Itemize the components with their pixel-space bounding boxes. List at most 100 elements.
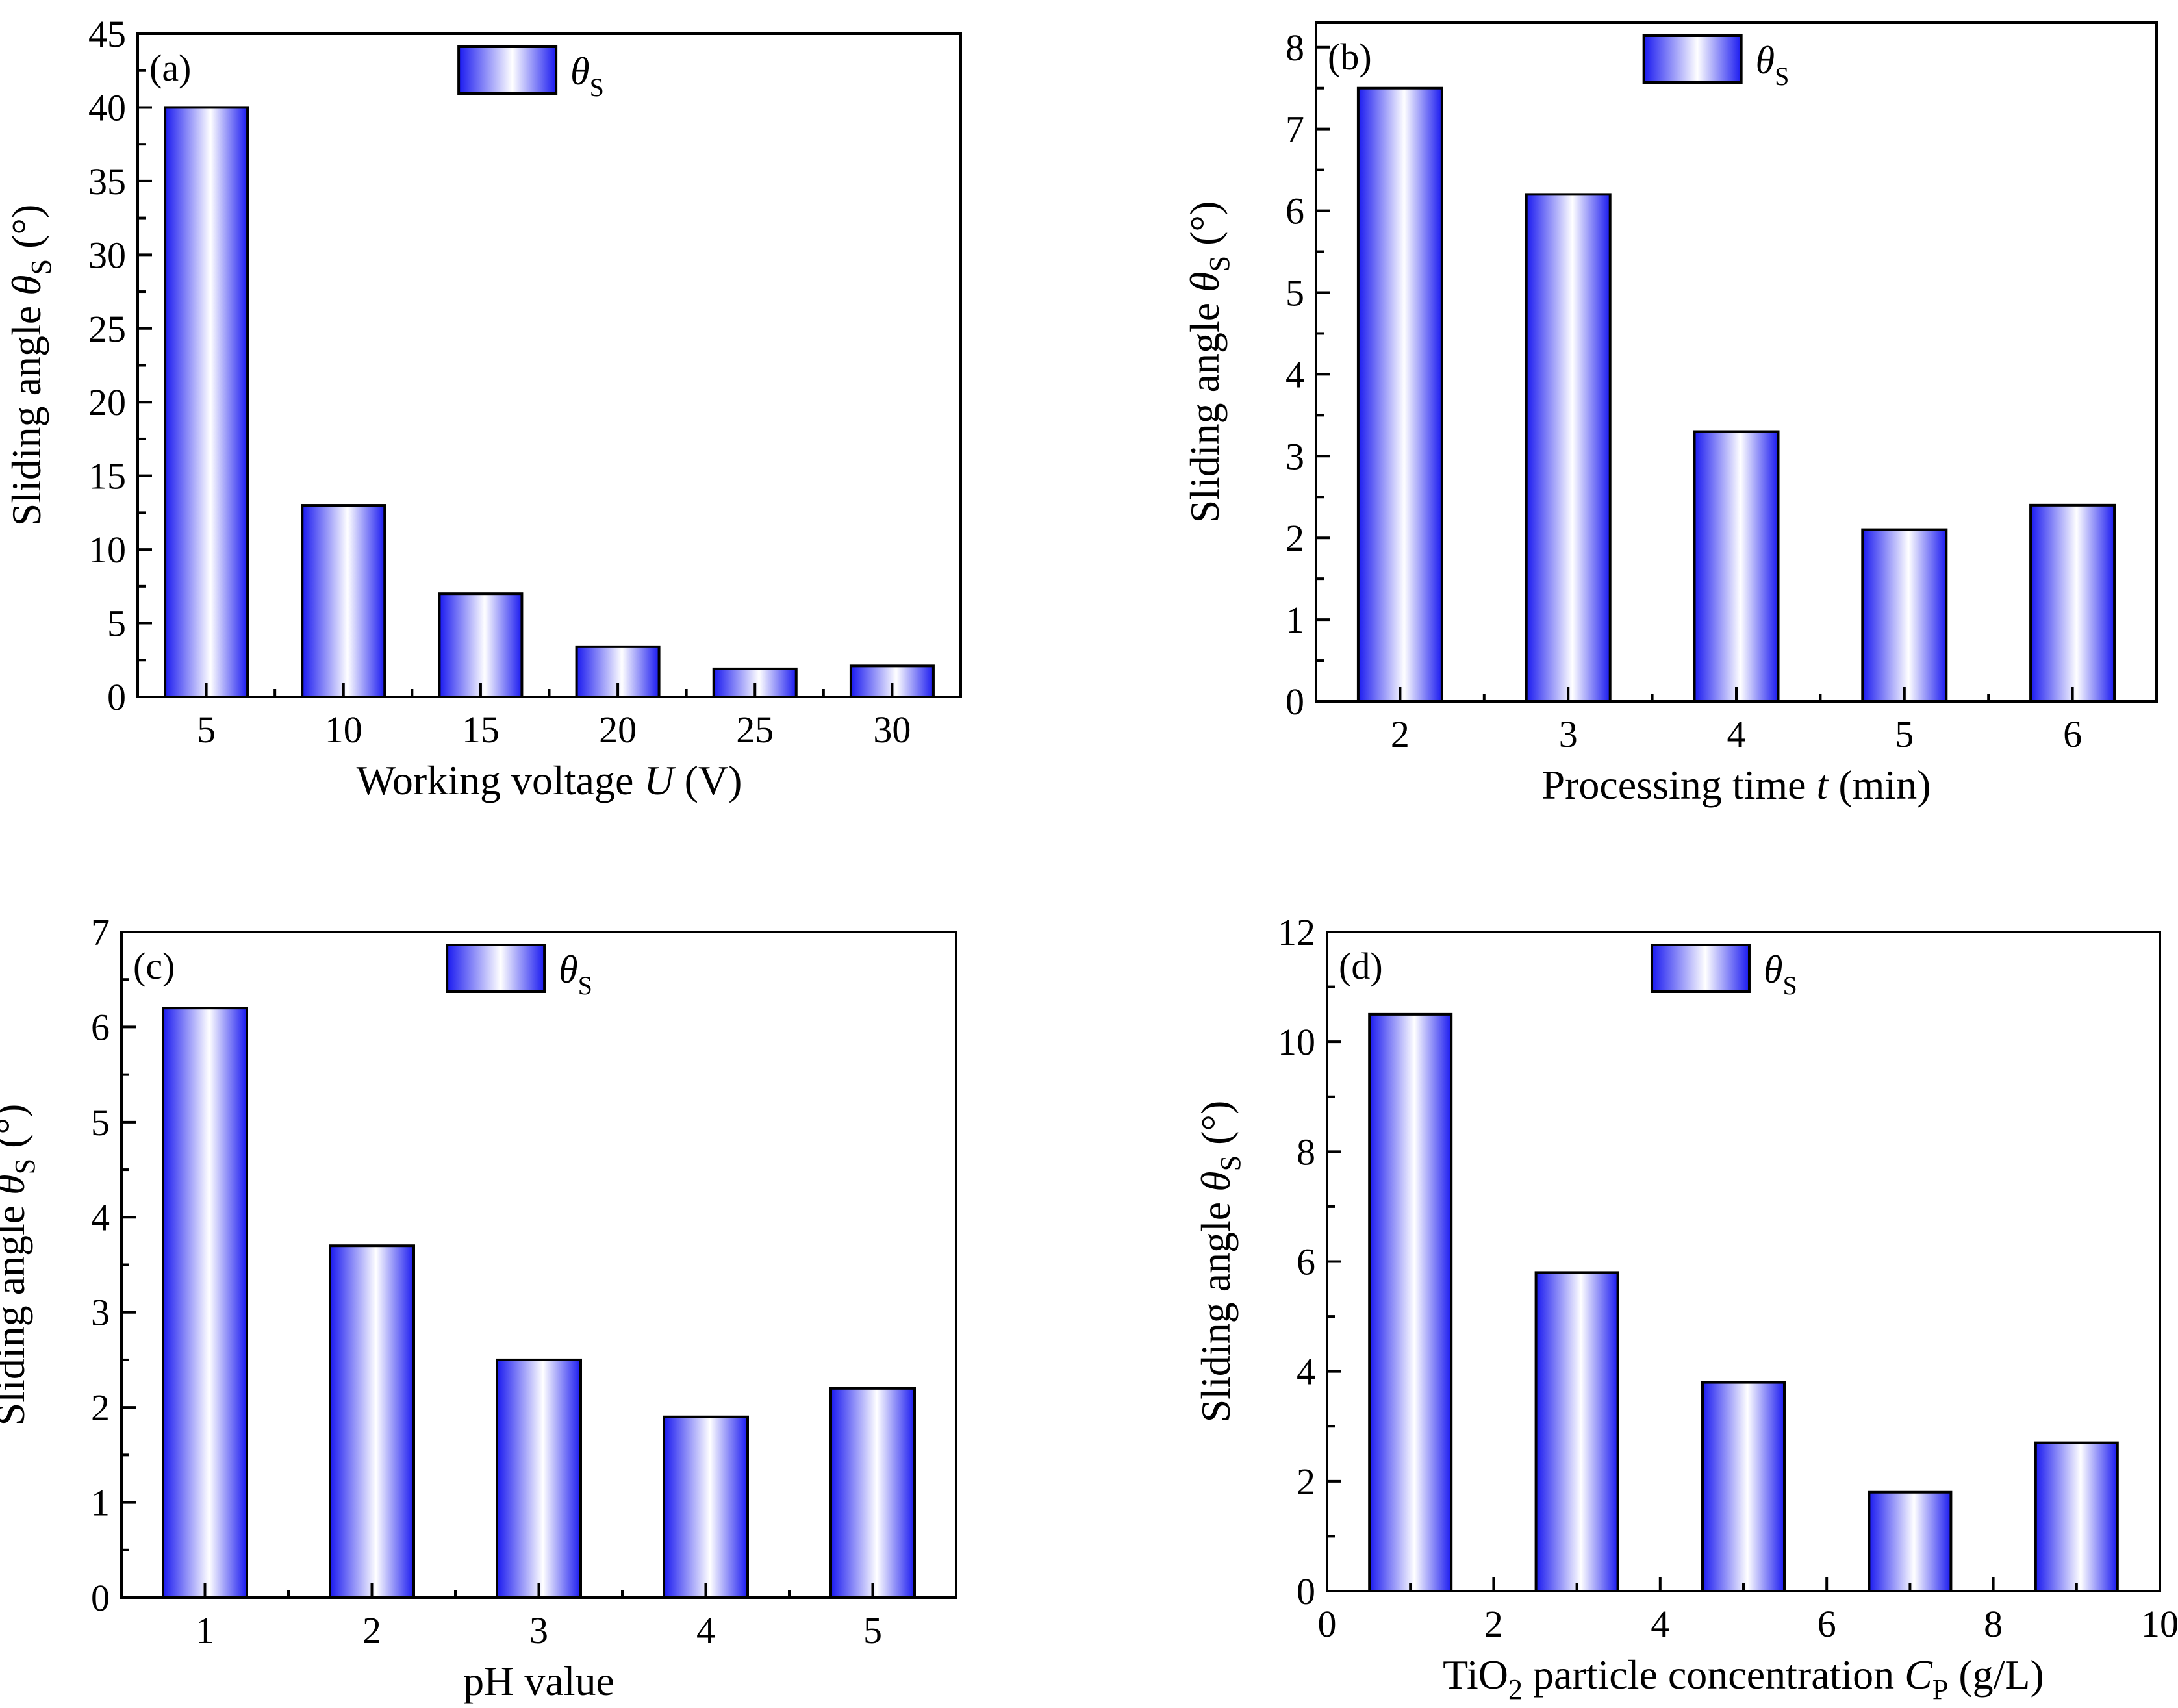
bar [1693, 430, 1780, 703]
chart-panel-1: 0 5 10 15 20 25 30 35 40 45 5 10 15 20 25 30 (a) θS Workin… [3, 13, 962, 803]
y-tick-label: 7 [91, 911, 110, 953]
bar [1868, 1490, 1953, 1592]
y-tick-label: 4 [1297, 1351, 1315, 1393]
y-tick-label: 35 [88, 160, 126, 203]
y-axis-label: Sliding angle θS (°) [1182, 201, 1235, 523]
y-axis-label: Sliding angle θS (°) [1193, 1101, 1247, 1423]
x-axis-label: Processing time t (min) [1541, 762, 1931, 808]
x-axis-label: TiO2 particle concentration CP (g/L) [1443, 1651, 2044, 1705]
x-tick-label: 5 [197, 709, 216, 751]
bar [164, 106, 249, 698]
y-tick-label: 10 [1278, 1021, 1315, 1063]
y-tick-label: 10 [88, 529, 126, 571]
x-tick-label: 10 [325, 709, 362, 751]
y-tick-label: 1 [1285, 599, 1304, 641]
chart-panel-3: 0 1 2 3 4 5 6 7 1 2 3 4 5 (c) θS pH value Sliding angle … [0, 911, 957, 1704]
y-axis-label: Sliding angle θS (°) [3, 205, 57, 527]
y-tick-label: 8 [1285, 27, 1304, 69]
y-tick-label: 45 [88, 13, 126, 55]
bar [1534, 1271, 1619, 1592]
x-tick-label: 15 [462, 709, 500, 751]
y-axis-label: Sliding angle θS (°) [0, 1104, 41, 1426]
chart-panel-2: 0 1 2 3 4 5 6 7 8 2 3 4 5 6 (b) θS Processing time t (mi… [1182, 21, 2158, 808]
legend-swatch [446, 944, 546, 993]
x-axis-label: pH value [463, 1658, 614, 1704]
x-tick-label: 4 [1651, 1603, 1669, 1645]
y-tick-label: 0 [1285, 681, 1304, 723]
panel-label: (a) [149, 47, 191, 89]
x-tick-label: 3 [529, 1609, 548, 1651]
y-tick-label: 5 [1285, 271, 1304, 314]
x-tick-label: 5 [1895, 713, 1914, 755]
y-tick-label: 1 [91, 1482, 110, 1524]
panel-label: (b) [1328, 36, 1372, 78]
x-tick-label: 1 [196, 1609, 214, 1651]
bar [1861, 528, 1948, 703]
y-tick-label: 4 [1285, 353, 1304, 396]
bar [496, 1358, 582, 1599]
y-tick-label: 12 [1278, 911, 1315, 953]
x-tick-label: 5 [863, 1609, 882, 1651]
bar [2029, 503, 2116, 703]
x-tick-label: 6 [2063, 713, 2082, 755]
x-tick-label: 20 [599, 709, 637, 751]
y-tick-label: 30 [88, 234, 126, 276]
legend-swatch [1650, 944, 1751, 993]
y-tick-label: 15 [88, 455, 126, 497]
legend-label: θS [1756, 39, 1790, 91]
y-tick-label: 8 [1297, 1131, 1315, 1173]
x-tick-label: 4 [696, 1609, 715, 1651]
legend-label: θS [559, 948, 592, 1000]
x-tick-label: 25 [736, 709, 774, 751]
bar [329, 1244, 415, 1599]
plot-frame [136, 32, 962, 698]
x-tick-label: 8 [1984, 1603, 2003, 1645]
y-tick-label: 6 [1297, 1241, 1315, 1283]
y-tick-label: 0 [91, 1577, 110, 1619]
y-tick-label: 6 [91, 1006, 110, 1048]
x-axis-label: Working voltage U (V) [357, 757, 742, 803]
legend-swatch [457, 45, 558, 95]
y-tick-label: 25 [88, 308, 126, 350]
y-tick-label: 0 [1297, 1570, 1315, 1613]
legend-label: θS [570, 50, 604, 102]
bar [1368, 1012, 1453, 1592]
y-tick-label: 40 [88, 86, 126, 129]
legend-swatch [1642, 34, 1743, 84]
y-tick-label: 4 [91, 1196, 110, 1238]
legend-label: θS [1764, 948, 1797, 1000]
y-tick-label: 2 [1297, 1461, 1315, 1503]
chart-panel-4: 0 2 4 6 8 10 12 0 2 4 6 8 10 (d) θS TiO2 particle conce… [1193, 911, 2178, 1705]
bar [1701, 1381, 1786, 1592]
y-tick-label: 3 [1285, 435, 1304, 477]
bar [1525, 193, 1612, 703]
bar [162, 1007, 248, 1599]
x-tick-label: 4 [1727, 713, 1746, 755]
bar [829, 1387, 916, 1600]
bar [663, 1415, 749, 1599]
y-tick-label: 7 [1285, 108, 1304, 151]
bar [301, 504, 386, 698]
panel-label: (d) [1339, 945, 1383, 987]
y-tick-label: 3 [91, 1292, 110, 1334]
y-tick-label: 2 [1285, 517, 1304, 559]
panel-label: (c) [133, 945, 175, 987]
y-tick-label: 6 [1285, 190, 1304, 232]
x-tick-label: 30 [873, 709, 911, 751]
y-tick-label: 2 [91, 1387, 110, 1429]
x-tick-label: 3 [1559, 713, 1578, 755]
y-tick-label: 20 [88, 381, 126, 423]
x-tick-label: 2 [362, 1609, 381, 1651]
y-tick-label: 5 [107, 603, 126, 645]
bar [438, 592, 524, 699]
y-tick-label: 0 [107, 676, 126, 718]
y-tick-label: 5 [91, 1101, 110, 1144]
x-tick-label: 2 [1391, 713, 1410, 755]
x-tick-label: 6 [1817, 1603, 1836, 1645]
x-tick-label: 10 [2141, 1603, 2178, 1645]
bar [1356, 86, 1443, 703]
bar [2034, 1441, 2119, 1592]
x-tick-label: 2 [1484, 1603, 1503, 1645]
x-tick-label: 0 [1318, 1603, 1337, 1645]
